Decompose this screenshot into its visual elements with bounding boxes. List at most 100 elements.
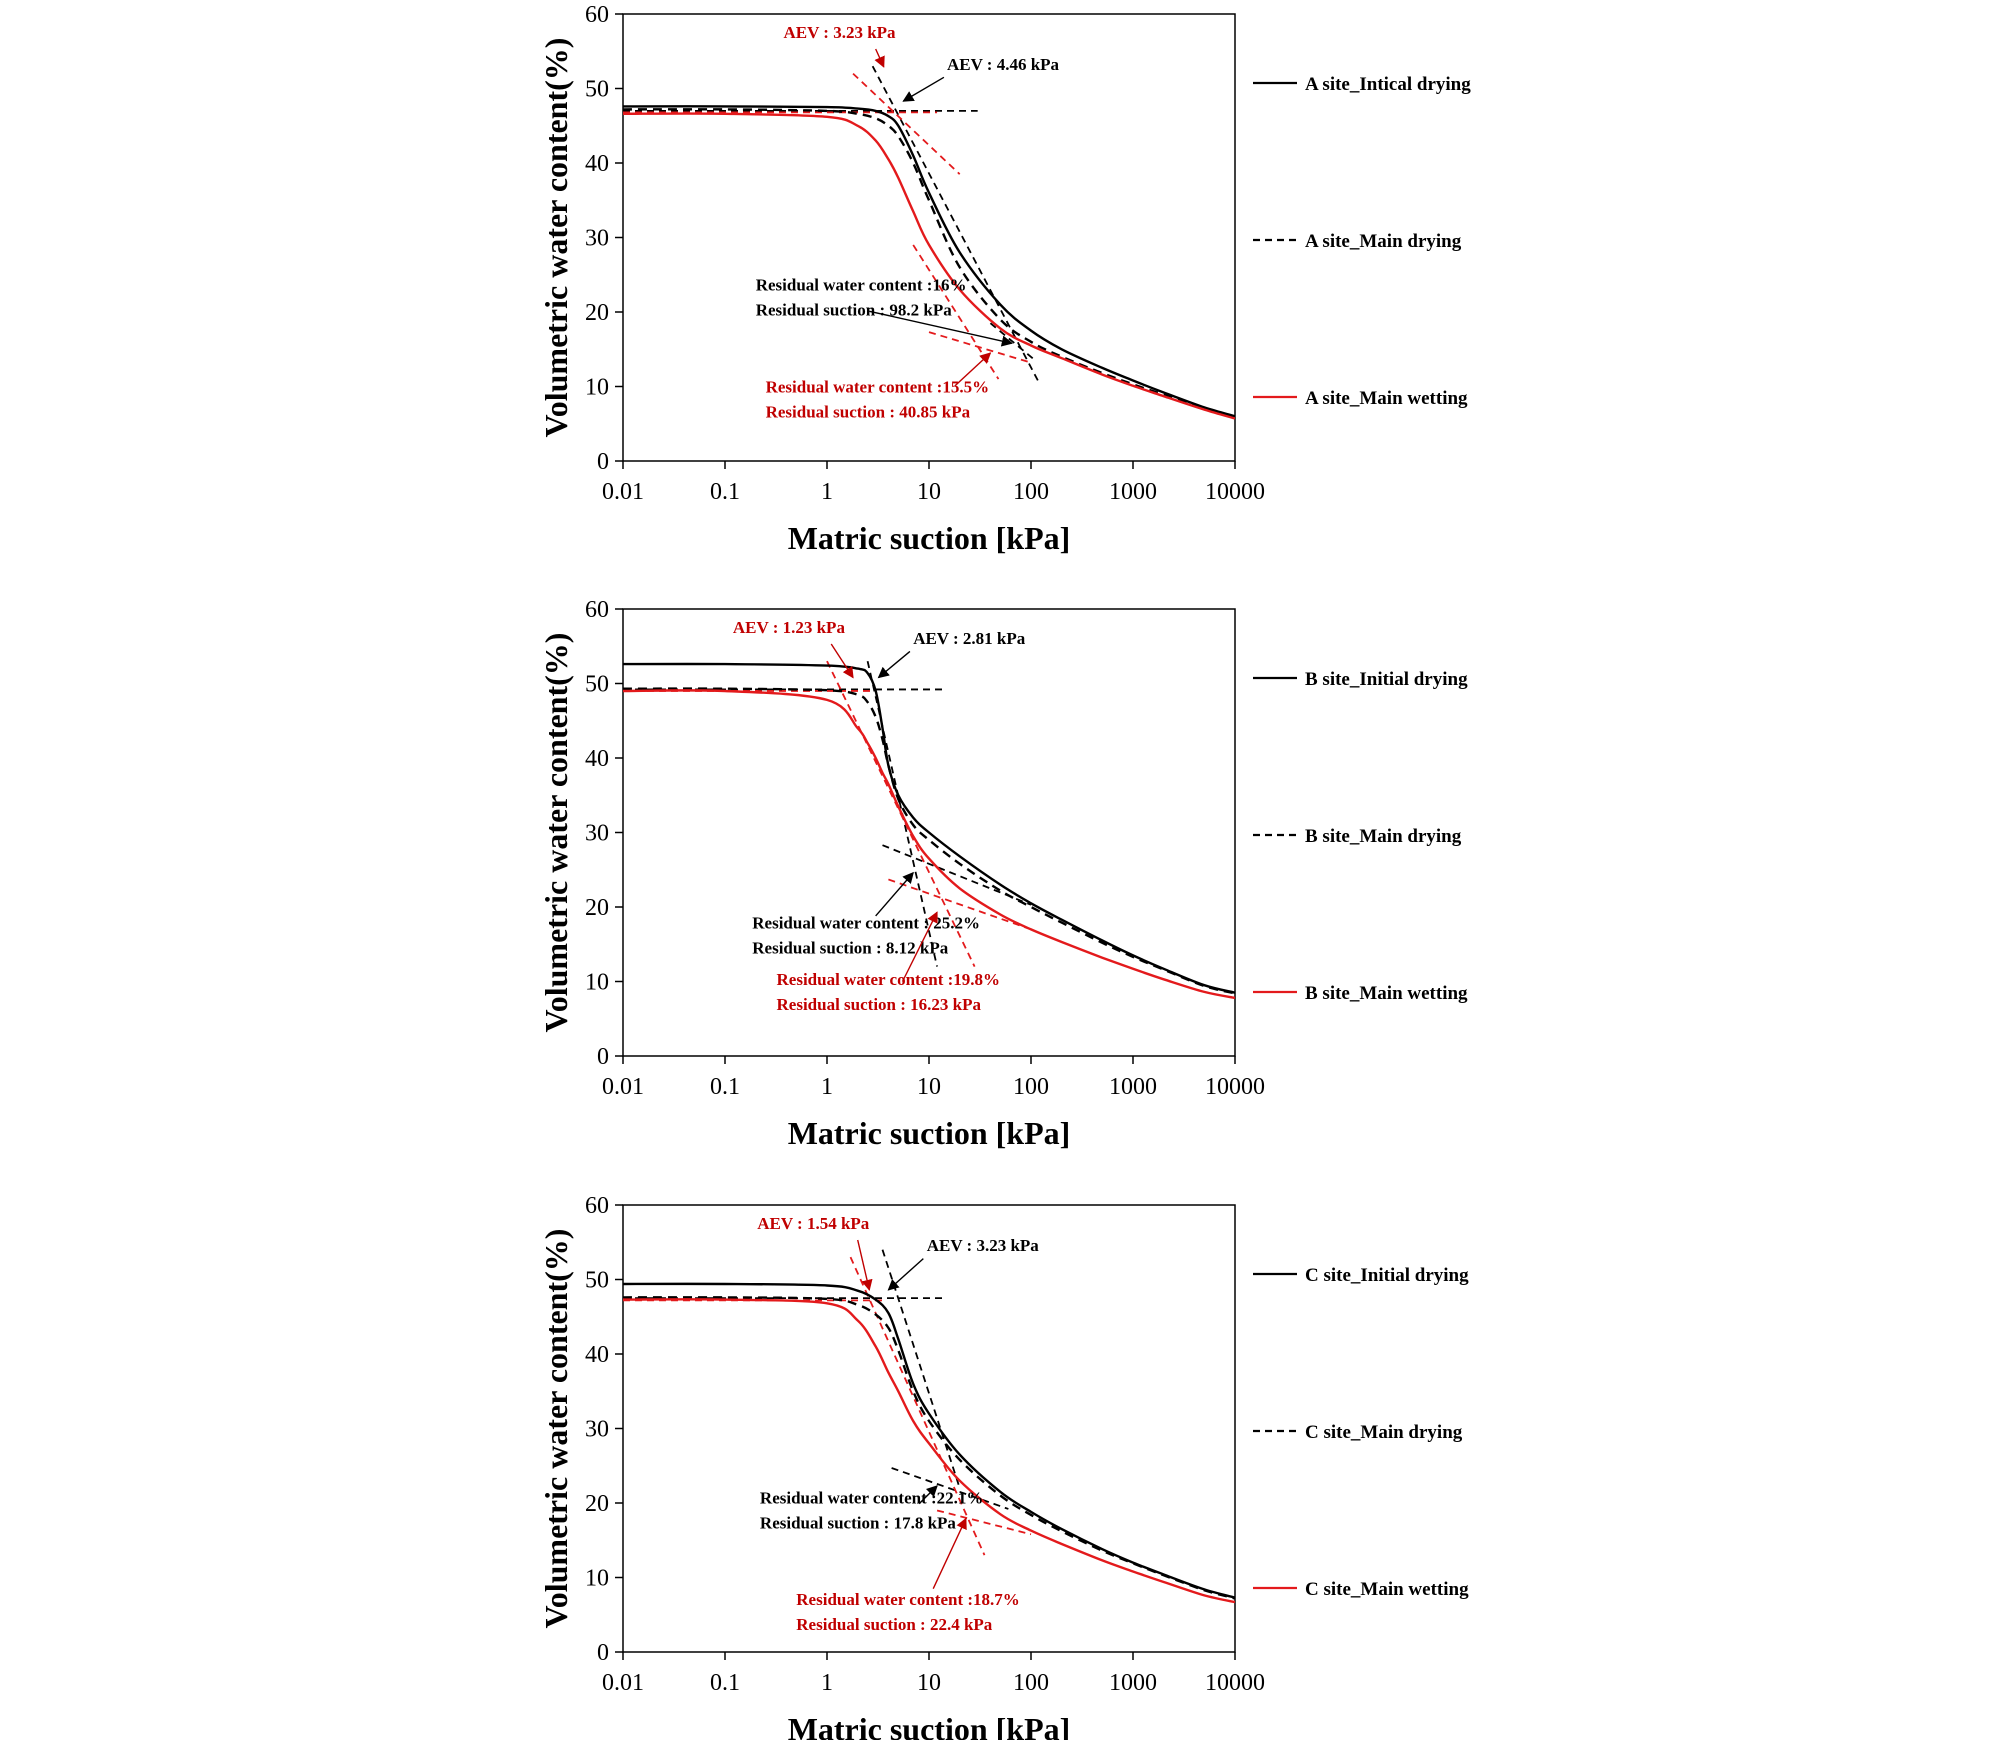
tangent-line xyxy=(888,878,1032,931)
annotation-text: Residual water content :18.7% xyxy=(796,1590,1020,1609)
series-line-2 xyxy=(623,687,1235,995)
y-tick-label: 0 xyxy=(597,449,609,475)
annotation-text: AEV : 4.46 kPa xyxy=(947,55,1060,74)
annotation-text: Residual suction : 16.23 kPa xyxy=(777,995,982,1014)
legend-label: A site_Main wetting xyxy=(1305,388,1468,409)
tangent-line xyxy=(928,331,1032,364)
y-tick-label: 20 xyxy=(585,300,609,326)
plot-area xyxy=(622,1204,1236,1653)
y-tick-label: 40 xyxy=(585,746,609,772)
x-tick-label: 0.1 xyxy=(710,1074,740,1100)
annotation-arrow xyxy=(869,310,1014,347)
x-tick-label: 0.01 xyxy=(602,1074,644,1100)
series-line-1 xyxy=(623,105,1235,418)
y-tick-label: 50 xyxy=(585,77,609,103)
series-line-2 xyxy=(623,108,1235,419)
y-tick-label: 40 xyxy=(585,1342,609,1368)
annotation-arrow xyxy=(887,1258,924,1291)
x-tick-label: 10 xyxy=(917,479,941,505)
tangent-line xyxy=(849,1256,986,1556)
y-tick-label: 30 xyxy=(585,1417,609,1443)
x-tick-label: 10 xyxy=(917,1074,941,1100)
legend-label: C site_Initial drying xyxy=(1305,1265,1469,1286)
y-tick-label: 50 xyxy=(585,1268,609,1294)
series-line-3 xyxy=(623,112,1235,420)
y-tick-label: 50 xyxy=(585,672,609,698)
tangent-line xyxy=(891,1467,1009,1510)
x-axis-label: Matric suction [kPa] xyxy=(788,520,1071,556)
y-tick-label: 10 xyxy=(585,970,609,996)
x-tick-label: 0.01 xyxy=(602,1670,644,1696)
y-tick-label: 60 xyxy=(585,1193,609,1219)
y-tick-label: 30 xyxy=(585,226,609,252)
annotation-text: Residual water content :19.8% xyxy=(777,970,1001,989)
legend-label: B site_Main wetting xyxy=(1305,983,1468,1004)
annotation-text: Residual suction : 22.4 kPa xyxy=(796,1615,992,1634)
legend-label: A site_Intical drying xyxy=(1305,74,1471,95)
annotation-text: Residual water content :16% xyxy=(756,275,967,294)
series-line-3 xyxy=(623,689,1235,1000)
x-tick-label: 10000 xyxy=(1205,1074,1265,1100)
x-tick-label: 1000 xyxy=(1109,1074,1157,1100)
y-axis-label: Volumetric water content(%) xyxy=(538,38,574,438)
y-tick-label: 10 xyxy=(585,1566,609,1592)
annotation-arrow xyxy=(875,871,914,917)
y-tick-label: 60 xyxy=(585,597,609,623)
annotation-arrow xyxy=(877,650,911,679)
x-tick-label: 1 xyxy=(821,1074,833,1100)
annotation-text: Residual water content :15.5% xyxy=(766,377,990,396)
annotation-text: AEV : 1.23 kPa xyxy=(733,618,846,637)
y-tick-label: 0 xyxy=(597,1640,609,1666)
x-tick-label: 0.1 xyxy=(710,1670,740,1696)
annotation-text: AEV : 3.23 kPa xyxy=(927,1236,1040,1255)
legend-label: B site_Main drying xyxy=(1305,826,1462,847)
annotation-arrow xyxy=(902,76,945,102)
annotation-text: AEV : 1.54 kPa xyxy=(757,1214,870,1233)
legend-label: C site_Main wetting xyxy=(1305,1579,1469,1600)
x-tick-label: 100 xyxy=(1013,479,1049,505)
tangent-line xyxy=(871,65,1040,384)
x-tick-label: 10000 xyxy=(1205,1670,1265,1696)
chart-panel-3: 0 10 20 30 40 50 60 0.01 0.1 1 10 100 1000 10000 Matri… xyxy=(538,1193,1469,1740)
annotation-text: Residual water content :22.1% xyxy=(760,1489,984,1508)
x-tick-label: 1000 xyxy=(1109,479,1157,505)
y-axis-label: Volumetric water content(%) xyxy=(538,633,574,1033)
chart-panel-2: 0 10 20 30 40 50 60 0.01 0.1 1 10 100 1000 10000 Matri… xyxy=(538,597,1468,1151)
x-axis-label: Matric suction [kPa] xyxy=(788,1711,1071,1740)
annotation-arrow xyxy=(918,1485,938,1505)
x-tick-label: 100 xyxy=(1013,1074,1049,1100)
series-line-2 xyxy=(623,1296,1235,1600)
y-tick-label: 20 xyxy=(585,1491,609,1517)
annotation-text: Residual water content : 25.2% xyxy=(752,914,980,933)
annotation-arrow xyxy=(874,48,885,68)
annotation-text: Residual suction : 8.12 kPa xyxy=(752,939,948,958)
legend-label: B site_Initial drying xyxy=(1305,669,1468,690)
legend-label: C site_Main drying xyxy=(1305,1422,1463,1443)
y-tick-label: 0 xyxy=(597,1044,609,1070)
annotation-text: AEV : 3.23 kPa xyxy=(783,23,896,42)
x-tick-label: 100 xyxy=(1013,1670,1049,1696)
x-tick-label: 0.01 xyxy=(602,479,644,505)
tangent-line xyxy=(852,72,961,175)
y-tick-label: 40 xyxy=(585,151,609,177)
chart-panel-1: 0 10 20 30 40 50 60 0.01 0.1 1 10 100 1000 10000 Matri… xyxy=(538,2,1471,556)
annotation-arrow xyxy=(932,1517,967,1589)
annotation-text: Residual suction : 40.85 kPa xyxy=(766,402,971,421)
y-axis-label: Volumetric water content(%) xyxy=(538,1229,574,1629)
x-tick-label: 1 xyxy=(821,1670,833,1696)
legend-label: A site_Main drying xyxy=(1305,231,1462,252)
series-line-1 xyxy=(623,1282,1235,1599)
annotation-text: AEV : 2.81 kPa xyxy=(913,629,1026,648)
x-tick-label: 1 xyxy=(821,479,833,505)
series-line-3 xyxy=(623,1298,1235,1604)
annotation-text: Residual suction : 98.2 kPa xyxy=(756,300,952,319)
y-tick-label: 60 xyxy=(585,2,609,28)
annotation-text: Residual suction : 17.8 kPa xyxy=(760,1514,956,1533)
y-tick-label: 10 xyxy=(585,375,609,401)
annotation-arrow xyxy=(857,1239,873,1292)
y-tick-label: 20 xyxy=(585,895,609,921)
x-tick-label: 10000 xyxy=(1205,479,1265,505)
tangent-line xyxy=(936,1509,1032,1536)
x-tick-label: 10 xyxy=(917,1670,941,1696)
